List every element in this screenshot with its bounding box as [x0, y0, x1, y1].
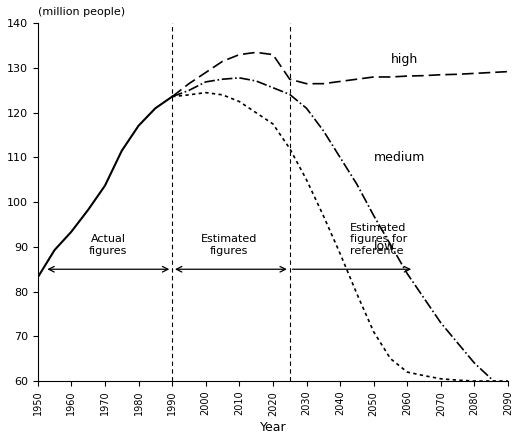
Text: (million people): (million people) — [38, 7, 125, 17]
Text: Estimated
figures for
reference: Estimated figures for reference — [350, 223, 408, 256]
Text: high: high — [391, 52, 418, 66]
X-axis label: Year: Year — [259, 421, 286, 434]
Text: Actual
figures: Actual figures — [89, 234, 127, 256]
Text: medium: medium — [374, 151, 425, 164]
Text: low: low — [374, 240, 395, 254]
Text: Estimated
figures: Estimated figures — [201, 234, 257, 256]
